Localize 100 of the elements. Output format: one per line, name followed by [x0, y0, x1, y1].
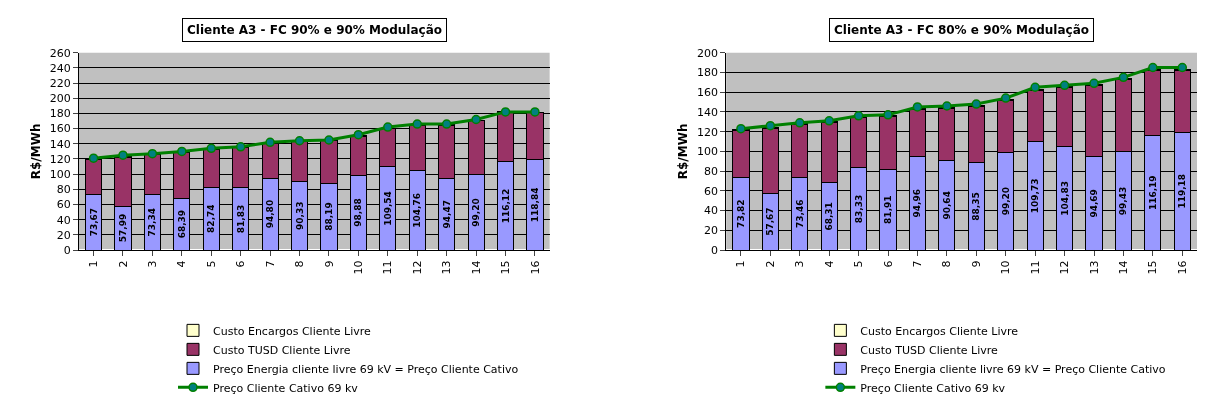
- x-tick-label: 12: [410, 260, 424, 275]
- data-label: 118,84: [529, 187, 540, 223]
- x-tick-label: 5: [204, 260, 218, 268]
- data-label: 88,19: [323, 202, 334, 231]
- y-tick-label: 220: [49, 76, 71, 90]
- y-tick-label: 40: [704, 204, 718, 218]
- legend-label: Preço Cliente Cativo 69 kv: [860, 381, 1006, 395]
- y-tick-label: 240: [49, 61, 71, 75]
- y-tick-label: 100: [49, 168, 71, 182]
- x-tick-label: 4: [175, 260, 189, 268]
- data-label: 94,69: [1089, 189, 1100, 218]
- data-label: 90,64: [941, 191, 952, 220]
- data-label: 73,46: [794, 199, 805, 229]
- data-label: 109,54: [382, 191, 393, 226]
- y-tick-label: 0: [711, 243, 718, 257]
- data-label: 57,99: [117, 213, 128, 243]
- y-tick-label: 60: [56, 198, 71, 212]
- y-tick-label: 140: [49, 137, 71, 151]
- data-label: 68,39: [176, 209, 187, 239]
- legend-label: Preço Energia cliente livre 69 kV = Preço Cliente Cativo: [213, 362, 519, 376]
- x-tick-label: 9: [969, 260, 983, 268]
- y-tick-label: 180: [697, 66, 718, 80]
- y-tick-label: 60: [704, 184, 718, 198]
- legend-label: Custo Encargos Cliente Livre: [860, 324, 1019, 338]
- data-label: 116,19: [1147, 175, 1158, 211]
- data-label: 81,83: [235, 204, 246, 234]
- x-tick-label: 3: [145, 260, 159, 268]
- data-label: 88,35: [971, 192, 982, 221]
- data-label: 94,80: [265, 199, 276, 229]
- x-tick-label: 15: [499, 260, 513, 275]
- x-tick-label: 6: [881, 260, 895, 268]
- data-label: 83,33: [853, 194, 864, 224]
- x-tick-label: 2: [763, 260, 777, 268]
- data-label: 73,82: [735, 199, 746, 228]
- data-label: 99,20: [471, 198, 482, 227]
- x-tick-label: 1: [87, 260, 101, 268]
- x-tick-label: 2: [116, 260, 130, 268]
- x-tick-label: 7: [263, 260, 277, 268]
- data-label: 98,88: [353, 198, 364, 227]
- x-tick-label: 3: [793, 260, 807, 268]
- y-tick-label: 200: [697, 46, 718, 60]
- y-tick-label: 140: [697, 105, 718, 119]
- x-tick-label: 6: [234, 260, 248, 268]
- data-label: 73,34: [147, 208, 158, 237]
- chart-title: Cliente A3 - FC 90% e 90% Modulação: [187, 23, 443, 37]
- x-tick-label: 8: [293, 260, 307, 268]
- x-tick-label: 5: [852, 260, 866, 268]
- y-tick-label: 160: [49, 122, 71, 136]
- data-label: 99,20: [1000, 186, 1011, 216]
- x-tick-label: 9: [322, 260, 336, 268]
- y-tick-label: 120: [697, 125, 718, 139]
- y-axis-title: R$/MWh: [676, 123, 691, 180]
- legend-label: Preço Cliente Cativo 69 kv: [213, 381, 359, 395]
- y-axis-title: R$/MWh: [28, 123, 43, 180]
- y-tick-label: 120: [49, 152, 71, 166]
- y-tick-label: 160: [697, 86, 718, 100]
- x-tick-label: 10: [999, 260, 1013, 275]
- y-tick-label: 80: [704, 164, 718, 178]
- x-tick-label: 13: [440, 260, 454, 275]
- x-tick-label: 12: [1058, 260, 1072, 275]
- x-tick-label: 1: [734, 260, 748, 268]
- x-tick-label: 14: [469, 260, 483, 275]
- y-tick-label: 40: [56, 213, 71, 227]
- x-tick-label: 8: [940, 260, 954, 268]
- x-tick-label: 16: [528, 260, 542, 275]
- data-label: 81,91: [883, 195, 894, 224]
- data-label: 109,73: [1030, 178, 1041, 214]
- x-tick-label: 15: [1146, 260, 1160, 275]
- x-tick-label: 4: [822, 260, 836, 268]
- legend-label: Custo Encargos Cliente Livre: [213, 324, 371, 338]
- data-label: 57,67: [765, 207, 776, 236]
- data-label: 104,83: [1059, 180, 1070, 216]
- x-tick-label: 11: [1028, 260, 1042, 275]
- legend-label: Custo TUSD Cliente Livre: [213, 343, 351, 357]
- data-label: 68,31: [824, 202, 835, 231]
- data-label: 73,67: [88, 207, 99, 237]
- data-label: 119,18: [1177, 173, 1188, 209]
- y-tick-label: 20: [56, 228, 71, 242]
- x-tick-label: 10: [351, 260, 365, 275]
- legend-label: Custo TUSD Cliente Livre: [860, 343, 999, 357]
- data-label: 90,33: [294, 201, 305, 231]
- data-label: 94,96: [912, 188, 923, 218]
- y-tick-label: 0: [63, 243, 71, 257]
- x-tick-label: 16: [1175, 260, 1189, 275]
- x-tick-label: 14: [1117, 260, 1131, 275]
- x-tick-label: 7: [911, 260, 925, 268]
- y-tick-label: 80: [56, 183, 71, 197]
- data-label: 104,76: [412, 192, 423, 228]
- y-tick-label: 180: [49, 107, 71, 121]
- data-label: 116,12: [500, 188, 511, 224]
- y-tick-label: 100: [697, 145, 718, 159]
- data-label: 94,47: [441, 199, 452, 229]
- data-label: 82,74: [206, 204, 217, 233]
- y-tick-label: 200: [49, 92, 71, 106]
- x-tick-label: 13: [1087, 260, 1101, 275]
- chart-title: Cliente A3 - FC 80% e 90% Modulação: [834, 23, 1090, 37]
- x-tick-label: 11: [381, 260, 395, 275]
- y-tick-label: 20: [704, 224, 718, 238]
- legend-label: Preço Energia cliente livre 69 kV = Preço Cliente Cativo: [860, 362, 1166, 376]
- data-label: 99,43: [1118, 186, 1129, 216]
